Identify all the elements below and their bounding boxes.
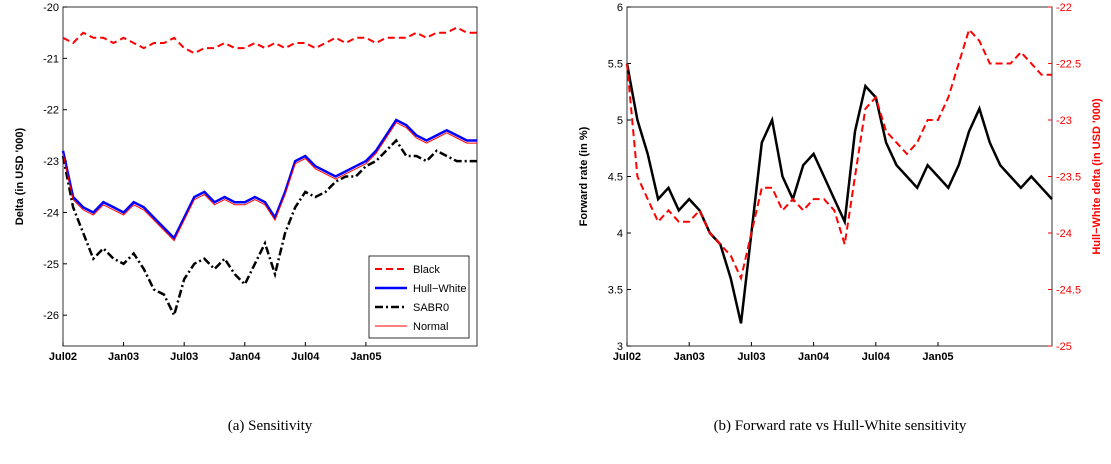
- x-tick-label: Jan05: [350, 351, 381, 363]
- caption: (b) Forward rate vs Hull-White sensitivi…: [714, 418, 967, 434]
- series-line: [62, 26, 477, 55]
- x-tick-label: Jul03: [170, 351, 198, 363]
- x-tick-label: Jul02: [49, 351, 77, 363]
- y2-tick-label: -25: [1056, 341, 1072, 353]
- x-tick-label: Jul04: [862, 351, 891, 363]
- y-tick-label: 4: [617, 228, 623, 240]
- y2-tick-label: -24: [1056, 228, 1072, 240]
- y2-tick-label: -22: [1056, 2, 1072, 14]
- x-tick-label: Jan04: [229, 351, 261, 363]
- caption: (a) Sensitivity: [228, 418, 313, 434]
- x-tick-label: Jul04: [291, 351, 320, 363]
- series-line: [626, 27, 1052, 282]
- x-tick-label: Jan03: [108, 351, 139, 363]
- y-tick-label: 4.5: [608, 172, 623, 184]
- y-tick-label: -23: [43, 156, 59, 168]
- y2-tick-label: -22.5: [1056, 59, 1081, 71]
- y-axis-label: Delta (in USD '000): [14, 127, 26, 225]
- x-tick-label: Jul03: [737, 351, 765, 363]
- series-line: [625, 63, 1053, 324]
- y-tick-label: -26: [43, 310, 59, 322]
- x-tick-label: Jan05: [922, 351, 953, 363]
- y2-tick-label: -23.5: [1056, 172, 1081, 184]
- y-tick-label: -22: [43, 105, 59, 117]
- y-tick-label: -20: [43, 2, 59, 14]
- x-tick-label: Jul02: [613, 351, 641, 363]
- y2-axis-label: Hull−White delta (in USD '000): [1091, 98, 1103, 255]
- legend: Black Hull−White SABR0 Normal: [368, 255, 470, 339]
- y-tick-label: 3.5: [608, 285, 623, 297]
- y-tick-label: -25: [43, 259, 59, 271]
- legend-label: Black: [413, 264, 440, 276]
- x-tick-label: Jan04: [798, 351, 830, 363]
- y-tick-label: 5.5: [608, 59, 623, 71]
- series-line: [61, 138, 477, 319]
- y-axis-label: Forward rate (in %): [578, 126, 590, 226]
- y-tick-label: 5: [617, 115, 623, 127]
- plot-area: [626, 6, 1053, 347]
- y-tick-label: -21: [43, 53, 59, 65]
- y2-tick-label: -24.5: [1056, 285, 1081, 297]
- y-tick-label: -24: [43, 207, 59, 219]
- y2-tick-label: -23: [1056, 115, 1072, 127]
- x-tick-label: Jan03: [674, 351, 705, 363]
- legend-label: Hull−White: [413, 283, 467, 295]
- series-line: [62, 121, 477, 242]
- legend-label: Normal: [413, 321, 448, 333]
- legend-label: SABR0: [413, 302, 449, 314]
- y-tick-label: 6: [617, 2, 623, 14]
- series-line: [61, 118, 477, 241]
- legend-box: [368, 255, 470, 339]
- y-tick-label: 3: [617, 341, 623, 353]
